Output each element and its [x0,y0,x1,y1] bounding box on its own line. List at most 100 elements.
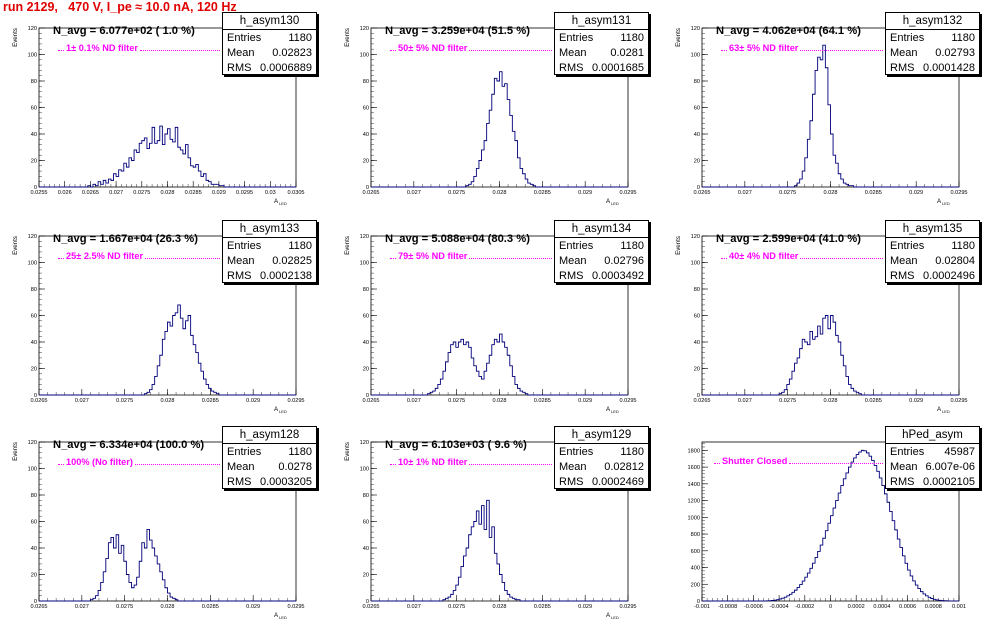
y-tick-label: 100 [691,261,700,267]
stats-label: Mean [559,255,587,267]
stats-row: Entries 1180 [227,239,312,254]
stats-row: RMS 0.0002138 [227,269,312,284]
histogram-line [371,499,628,602]
x-tick-label: 0.0265 [362,190,379,196]
stats-label: Entries [227,32,262,44]
filter-label: Shutter Closed [722,456,788,466]
x-tick-label: 0.0275 [116,604,133,610]
x-tick-label: 0.029 [578,604,592,610]
stats-label: Mean [559,461,587,473]
filter-leader [800,50,883,51]
stats-value: 0.0281 [610,47,644,59]
y-tick-label: 80 [694,287,700,293]
y-tick-label: 60 [31,520,37,526]
x-tick-label: 0.0295 [287,604,304,610]
stats-label: Entries [890,446,925,458]
histogram-line [702,315,959,396]
y-tick-label: 200 [691,582,700,588]
stats-value: 0.0002469 [592,476,644,488]
y-axis-label: Events [344,28,351,47]
filter-leader-left [58,464,64,465]
stats-value: 1180 [620,446,644,458]
y-tick-label: 120 [28,440,37,446]
x-tick-label: 0.0285 [202,604,219,610]
stats-box: hPed_asym Entries 45987 Mean 6.007e-06 RMS 0.0… [885,426,980,489]
stats-row: RMS 0.0001685 [559,61,644,76]
y-tick-label: 40 [31,132,37,138]
y-axis-label: Events [675,236,682,255]
x-tick-label: 0.0295 [619,398,636,404]
histogram-panel: 0 20 40 60 80 100 120 0.0265 0.027 0.0275 0.028 0.0… [332,10,654,210]
stats-row: RMS 0.0003492 [559,269,644,284]
y-tick-label: 60 [694,314,700,320]
x-tick-label: 0.0285 [865,398,882,404]
x-axis-label: A [606,612,611,619]
y-tick-label: 20 [363,159,369,165]
y-tick-label: 60 [694,106,700,112]
y-tick-label: 60 [31,106,37,112]
stats-label: RMS [890,476,915,488]
y-tick-label: 20 [31,159,37,165]
x-tick-label: 0.0285 [202,398,219,404]
x-tick-label: 0.0008 [925,604,942,610]
x-tick-label: 0.028 [493,398,507,404]
stats-label: Entries [890,32,925,44]
filter-label: 1± 0.1% ND filter [66,43,138,53]
stats-label: RMS [559,270,584,282]
histogram-plot: 0 20 40 60 80 100 120 0.0265 0.027 0.0275 0.028 0.0… [344,234,637,414]
x-tick-label: 0.0295 [619,604,636,610]
stats-value: 0.0278 [278,461,312,473]
x-axis-label: A [606,406,611,413]
stats-label: RMS [559,476,584,488]
stats-label: Entries [559,240,594,252]
histogram-name: h_asym132 [886,13,979,30]
x-tick-label: -0.001 [694,604,710,610]
histogram-plot: 0 20 40 60 80 100 120 0.0265 0.027 0.0275 0.028 0.0… [675,234,968,414]
histogram-name: h_asym129 [555,427,648,444]
filter-leader [134,464,220,465]
filter-label: 100% (No filter) [66,457,133,467]
x-tick-label: 0.027 [738,190,752,196]
x-tick-label: 0.0275 [133,190,150,196]
y-tick-label: 120 [360,26,369,32]
navg-label: N_avg = 6.077e+02 ( 1.0 %) [53,25,195,37]
navg-label: N_avg = 1.667e+04 (26.3 %) [53,233,198,245]
x-tick-label: 0.0275 [779,190,796,196]
y-tick-label: 80 [363,79,369,85]
stats-label: RMS [227,270,252,282]
y-tick-label: 80 [694,79,700,85]
y-tick-label: 100 [360,53,369,59]
stats-value: 0.0003205 [260,476,312,488]
stats-row: Mean 6.007e-06 [890,460,975,475]
stats-row: Mean 0.02804 [890,254,975,269]
filter-leader-left [390,50,396,51]
y-axis-label: Events [675,28,682,47]
x-tick-label: 0.029 [246,604,260,610]
histogram-line [371,333,628,396]
x-tick-label: 0.029 [246,398,260,404]
histogram-panel: 0 20 40 60 80 100 120 0.0265 0.027 0.0275 0.028 0.0… [0,424,322,624]
x-tick-label: 0.027 [75,398,89,404]
y-tick-label: 120 [28,26,37,32]
x-axis-label: A [937,198,942,205]
x-axis-label: A [937,406,942,413]
x-tick-label: 0.029 [909,398,923,404]
stats-row: RMS 0.0001428 [890,61,975,76]
x-tick-label: 0.0004 [873,604,890,610]
x-tick-label: 0.027 [75,604,89,610]
stats-box: h_asym134 Entries 1180 Mean 0.02796 RMS 0.0003… [554,220,649,283]
y-tick-label: 0 [34,599,37,605]
stats-row: Entries 1180 [559,31,644,46]
x-tick-label: 0.001 [952,604,966,610]
filter-label: 63± 5% ND filter [729,43,799,53]
filter-leader-left [58,50,64,51]
stats-row: Entries 45987 [890,445,975,460]
histogram-line [39,125,296,188]
y-tick-label: 40 [31,340,37,346]
y-tick-label: 0 [366,393,369,399]
stats-value: 0.02825 [272,255,312,267]
x-tick-label: 0.0265 [30,398,47,404]
x-tick-label: -0.0002 [795,604,814,610]
stats-row: Entries 1180 [227,445,312,460]
histogram-panel: 0 20 40 60 80 100 120 0.0265 0.027 0.0275 0.028 0.0… [332,424,654,624]
